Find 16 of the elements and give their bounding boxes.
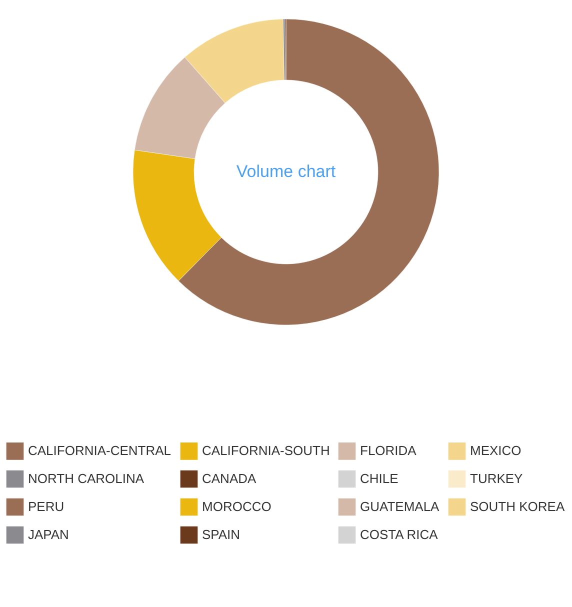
legend-label: CALIFORNIA-CENTRAL: [28, 443, 172, 458]
legend-label: MOROCCO: [202, 499, 272, 514]
legend-label: NORTH CAROLINA: [28, 471, 144, 486]
legend-label: SOUTH KOREA: [470, 499, 565, 514]
legend-label: SPAIN: [202, 527, 240, 542]
legend-label: CALIFORNIA-SOUTH: [202, 443, 330, 458]
legend-label: PERU: [28, 499, 64, 514]
legend-label: TURKEY: [470, 471, 524, 486]
legend-label: COSTA RICA: [360, 527, 438, 542]
legend-label: JAPAN: [28, 527, 69, 542]
legend-label: CHILE: [360, 471, 399, 486]
legend-label: CANADA: [202, 471, 257, 486]
legend-label: GUATEMALA: [360, 499, 440, 514]
legend-label: MEXICO: [470, 443, 522, 458]
legend-label: FLORIDA: [360, 443, 417, 458]
text: Volume chart: [236, 162, 336, 181]
